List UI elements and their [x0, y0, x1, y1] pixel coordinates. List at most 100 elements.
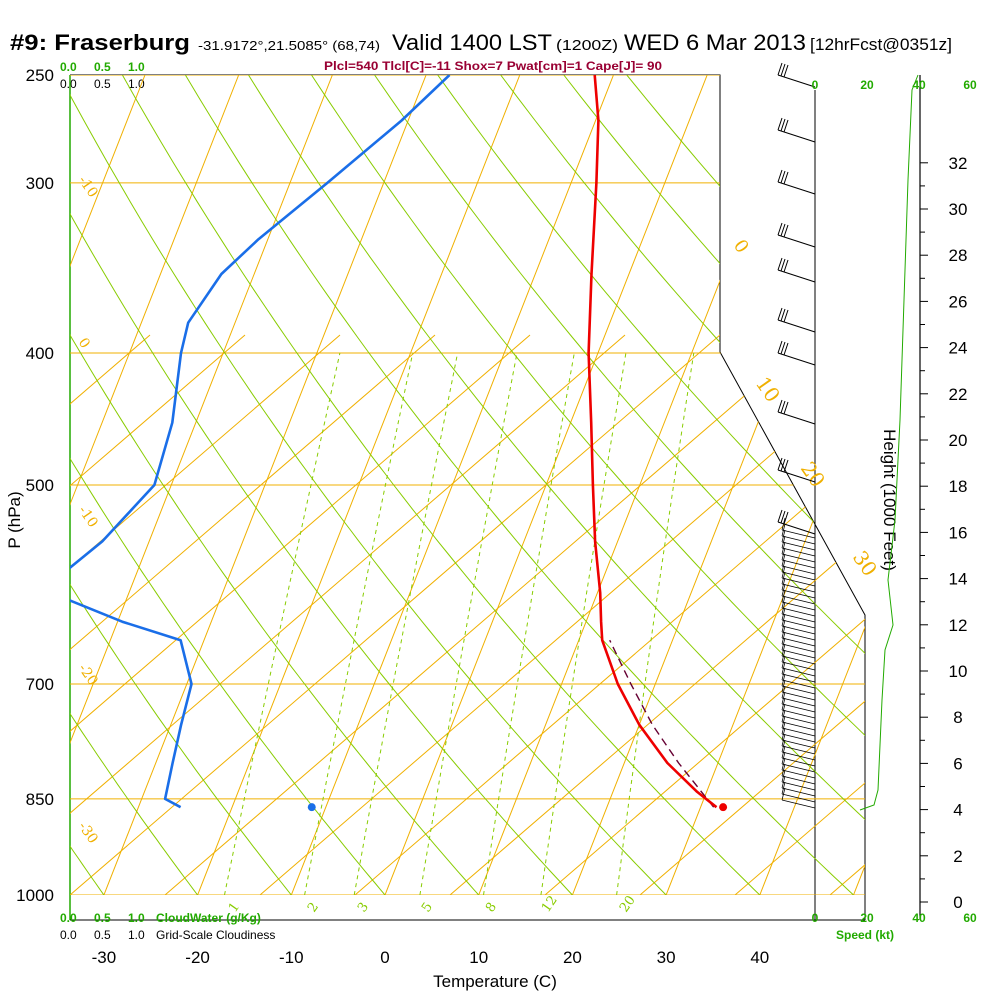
barb-staff [781, 637, 816, 647]
barb-staff [781, 703, 816, 713]
wind-barb-lower-29 [781, 691, 816, 713]
isotherm--10 [290, 75, 614, 895]
height-tick-30: 30 [949, 200, 968, 219]
guide-diagonal-14 [734, 334, 865, 895]
barb-flag [781, 727, 786, 741]
wind-barb-lower-0 [781, 517, 816, 539]
barb-flag [780, 400, 786, 414]
barb-staff [781, 709, 816, 719]
barb-flag [781, 559, 786, 573]
barb-staff [781, 715, 816, 725]
barb-flag [781, 769, 786, 783]
barb-flag [777, 399, 783, 413]
mixing-ratio-label-2: 2 [305, 900, 322, 915]
isobar-lines [70, 75, 865, 895]
wind-barb-lower-27 [781, 679, 816, 701]
barb-staff [781, 679, 816, 689]
mixing-ratio-label-5: 5 [419, 900, 436, 915]
barb-staff [781, 625, 816, 635]
barb-flag [780, 118, 786, 132]
guide-diagonal-12 [544, 334, 865, 895]
dry-adiabat--40 [0, 75, 10, 895]
barb-flag [781, 703, 786, 717]
barb-flag [781, 607, 786, 621]
height-tick-32: 32 [949, 154, 968, 173]
cloudiness-top-2: 1.0 [128, 77, 145, 91]
mixing-ratio-lines [224, 352, 695, 895]
height-tick-12: 12 [949, 616, 968, 635]
wind-barb-lower-11 [781, 583, 816, 605]
wind-barb-lower-2 [781, 529, 816, 551]
barb-flag [781, 661, 786, 675]
barb-flag [783, 459, 789, 473]
wind-barbs [777, 62, 816, 809]
barb-flag [781, 697, 786, 711]
barb-flag [781, 547, 786, 561]
barb-staff [781, 697, 816, 707]
barb-flag [780, 223, 786, 237]
barb-staff [781, 571, 816, 581]
wind-barb-upper-7 [777, 399, 816, 425]
barb-flag [780, 170, 786, 184]
barb-flag [783, 259, 789, 273]
cloud-top-2: 1.0 [128, 60, 145, 74]
cloud-scale-bottom: 0.0 0.5 1.0 CloudWater (g/Kg) 0.0 0.5 1.… [60, 911, 275, 942]
barb-staff [781, 661, 816, 671]
wind-barb-lower-20 [781, 637, 816, 659]
wind-barb-lower-13 [781, 595, 816, 617]
barb-flag [783, 342, 789, 356]
p-tick-1000: 1000 [16, 886, 54, 905]
barb-staff [781, 649, 816, 659]
p-tick-300: 300 [26, 174, 54, 193]
x-tick--10: -10 [279, 948, 304, 967]
wind-barb-lower-34 [781, 721, 816, 743]
guide-diagonal-8 [164, 334, 816, 895]
height-tick-14: 14 [949, 570, 968, 589]
dry-adiabat-30 [70, 75, 667, 895]
barb-flag [777, 117, 783, 131]
speed-scale: 0 20 40 60 0 20 40 60 Speed (kt) [812, 78, 977, 942]
barb-staff [781, 769, 816, 779]
barb-flag [781, 553, 786, 567]
x-tick--20: -20 [185, 948, 210, 967]
barb-flag [781, 541, 786, 555]
barb-flag [777, 257, 783, 271]
wind-barb-upper-1 [777, 117, 816, 143]
barb-flag [780, 63, 786, 77]
wind-barb-lower-28 [781, 685, 816, 707]
isotherm-40 [759, 75, 865, 895]
speed-bottom-60: 60 [963, 911, 977, 925]
isotherm--30 [103, 75, 427, 895]
wind-barb-lower-30 [781, 697, 816, 719]
barb-flag [781, 583, 786, 597]
barb-staff [781, 691, 816, 701]
barb-flag [781, 517, 786, 531]
barb-flag [781, 685, 786, 699]
cloud-top-0: 0.0 [60, 60, 77, 74]
guide-diagonal-10 [354, 334, 865, 895]
barb-flag [781, 631, 786, 645]
wind-barb-lower-42 [781, 769, 816, 791]
wind-barb-lower-21 [781, 643, 816, 665]
wind-barb-lower-18 [781, 625, 816, 647]
barb-flag [777, 222, 783, 236]
surface-points [307, 803, 728, 812]
barb-flag [781, 775, 786, 789]
barb-flag [781, 643, 786, 657]
barb-flag [780, 341, 786, 355]
wind-barb-lower-35 [781, 727, 816, 749]
x-tick-labels: -30 -20 -10 0 10 20 30 40 [92, 948, 770, 967]
barb-staff [781, 673, 816, 683]
cloud-bottom-1: 0.5 [94, 911, 111, 925]
isotherm--60 [70, 75, 146, 895]
barb-flag [781, 619, 786, 633]
barb-staff [781, 763, 816, 773]
barb-flag [781, 571, 786, 585]
barb-flag [781, 745, 786, 759]
barb-staff [781, 781, 816, 791]
barb-staff [781, 727, 816, 737]
isotherm-label-3: -20 [75, 661, 101, 689]
station-title: #9: Fraserburg [10, 30, 190, 55]
p-tick-850: 850 [26, 790, 54, 809]
